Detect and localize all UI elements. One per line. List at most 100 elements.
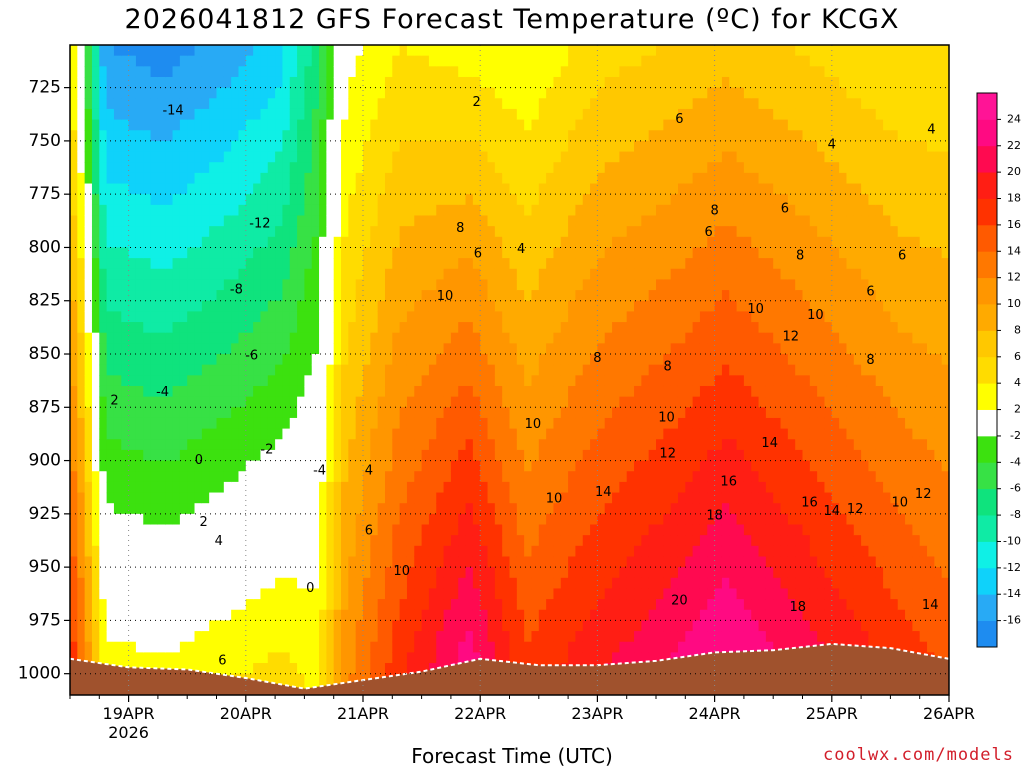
heatmap-cell [516,609,525,622]
heatmap-cell [663,396,672,408]
heatmap-cell [348,385,357,398]
heatmap-cell [590,204,598,217]
heatmap-cell [494,449,503,462]
heatmap-cell [201,620,210,632]
heatmap-cell [590,236,598,249]
heatmap-cell [546,162,555,174]
heatmap-cell [363,268,371,281]
heatmap-cell [450,183,459,195]
heatmap-cell [209,428,218,440]
heatmap-cell [502,279,511,291]
heatmap-cell [113,631,122,643]
heatmap-cell [231,172,240,185]
heatmap-cell [304,290,313,302]
heatmap-cell [377,236,386,249]
heatmap-cell [604,513,613,526]
heatmap-cell [421,194,430,206]
heatmap-cell [209,609,218,622]
heatmap-cell [91,620,100,632]
heatmap-cell [472,492,481,504]
heatmap-cell [553,588,562,600]
heatmap-cell [656,471,664,483]
heatmap-cell [194,396,203,408]
heatmap-cell [201,535,210,547]
heatmap-cell [165,87,174,99]
heatmap-cell [297,663,305,675]
heatmap-cell [392,279,401,291]
heatmap-cell [568,108,577,121]
heatmap-cell [465,247,474,259]
heatmap-cell [319,183,327,195]
heatmap-cell [656,172,664,185]
heatmap-cell [634,503,642,515]
heatmap-cell [341,247,349,259]
heatmap-cell [524,151,533,163]
heatmap-cell [538,396,547,408]
heatmap-cell [480,343,489,355]
heatmap-cell [157,130,166,142]
heatmap-cell [626,375,635,387]
heatmap-cell [179,226,188,238]
heatmap-cell [333,332,342,344]
heatmap-cell [538,364,547,376]
heatmap-cell [70,620,78,632]
heatmap-cell [326,162,335,174]
heatmap-cell [509,215,518,227]
heatmap-cell [311,204,320,217]
heatmap-cell [113,354,122,366]
heatmap-cell [414,87,423,99]
heatmap-cell [194,279,203,291]
heatmap-cell [612,55,620,67]
heatmap-cell [165,588,174,600]
heatmap-cell [436,407,445,419]
heatmap-cell [121,204,130,217]
heatmap-cell [436,311,445,323]
heatmap-cell [319,556,327,568]
heatmap-cell [128,87,137,99]
heatmap-cell [70,567,78,579]
heatmap-cell [568,332,577,344]
heatmap-cell [450,620,459,632]
heatmap-cell [253,471,262,483]
heatmap-cell [634,439,642,451]
heatmap-cell [458,322,467,334]
heatmap-cell [165,236,174,249]
heatmap-cell [399,577,408,590]
heatmap-cell [443,108,452,121]
heatmap-cell [392,588,401,600]
heatmap-cell [143,481,152,494]
heatmap-cell [150,45,159,57]
heatmap-cell [187,247,196,259]
heatmap-cell [84,620,93,632]
heatmap-cell [150,130,159,142]
heatmap-cell [436,439,445,451]
heatmap-cell [91,439,100,451]
heatmap-cell [282,631,291,643]
heatmap-cell [531,375,540,387]
heatmap-cell [319,98,327,110]
heatmap-cell [363,545,371,558]
heatmap-cell [150,535,159,547]
heatmap-cell [582,290,591,302]
heatmap-cell [253,545,262,558]
heatmap-cell [604,567,613,579]
heatmap-cell [304,130,313,142]
heatmap-cell [472,513,481,526]
heatmap-cell [590,599,598,611]
heatmap-cell [245,76,254,89]
heatmap-cell [289,226,298,238]
heatmap-cell [656,609,664,622]
heatmap-cell [472,588,481,600]
heatmap-cell [648,279,657,291]
heatmap-cell [656,641,664,653]
heatmap-cell [223,108,232,121]
heatmap-cell [524,492,533,504]
heatmap-cell [150,481,159,494]
heatmap-cell [304,460,313,472]
heatmap-cell [267,130,276,142]
heatmap-cell [333,130,342,142]
heatmap-cell [377,396,386,408]
heatmap-cell [326,641,335,653]
heatmap-cell [187,567,196,579]
heatmap-cell [304,407,313,419]
